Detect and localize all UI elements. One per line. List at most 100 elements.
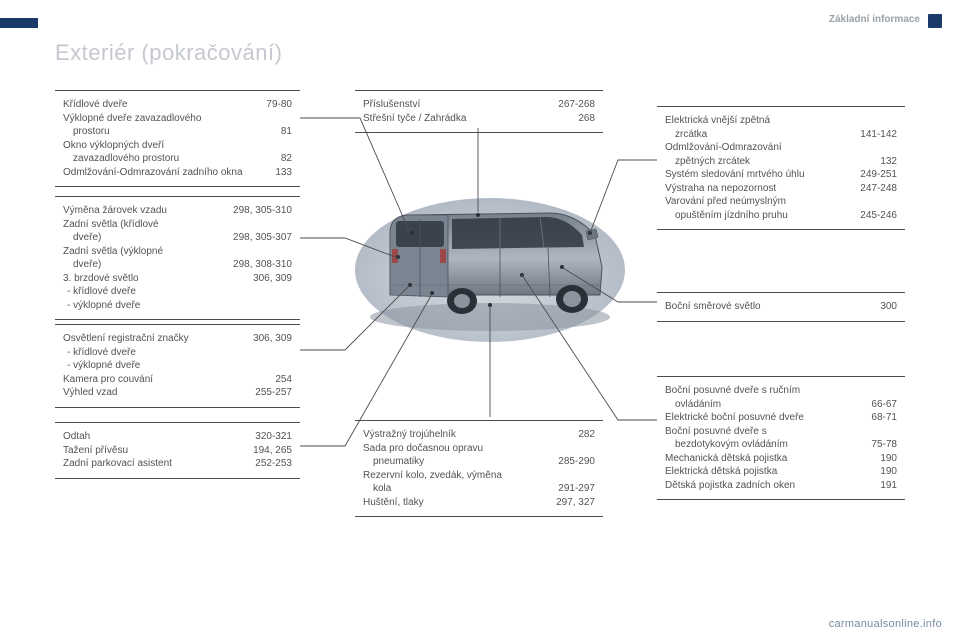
info-row: Odmlžování-Odmrazování zadního okna 133 bbox=[63, 166, 292, 180]
info-label: Boční posuvné dveře s ručním bbox=[665, 384, 897, 398]
info-label: Odmlžování-Odmrazování zadního okna bbox=[63, 166, 269, 180]
info-label: Dětská pojistka zadních oken bbox=[665, 479, 874, 493]
page-title: Exteriér (pokračování) bbox=[55, 40, 282, 66]
info-row: Zadní světla (křídlové bbox=[63, 218, 292, 232]
info-page-ref: 268 bbox=[578, 112, 595, 126]
info-label: Výstraha na nepozornost bbox=[665, 182, 854, 196]
info-page-ref: 298, 305-307 bbox=[233, 231, 292, 245]
info-label: opuštěním jízdního pruhu bbox=[665, 209, 854, 223]
info-page-ref: 81 bbox=[281, 125, 292, 139]
info-row: zavazadlového prostoru 82 bbox=[63, 152, 292, 166]
info-row: ovládáním66-67 bbox=[665, 398, 897, 412]
info-label: Zadní světla (výklopné bbox=[63, 245, 292, 259]
info-page-ref: 82 bbox=[281, 152, 292, 166]
info-label: Mechanická dětská pojistka bbox=[665, 452, 874, 466]
info-label: Elektrická dětská pojistka bbox=[665, 465, 874, 479]
info-row: kola291-297 bbox=[363, 482, 595, 496]
info-label: Odtah bbox=[63, 430, 249, 444]
info-row: pneumatiky285-290 bbox=[363, 455, 595, 469]
info-row: zpětných zrcátek 132 bbox=[665, 155, 897, 169]
info-label: křídlové dveře bbox=[63, 346, 292, 360]
page-marker bbox=[928, 14, 942, 28]
info-row: zrcátka141-142 bbox=[665, 128, 897, 142]
info-page-ref: 190 bbox=[880, 452, 897, 466]
info-label: křídlové dveře bbox=[63, 285, 292, 299]
info-label: 3. brzdové světlo bbox=[63, 272, 247, 286]
info-label: prostoru bbox=[63, 125, 275, 139]
box-plate-light: Osvětlení registrační značky 306, 309kříd… bbox=[55, 324, 300, 408]
info-row: Systém sledování mrtvého úhlu 249-251 bbox=[665, 168, 897, 182]
info-page-ref: 68-71 bbox=[871, 411, 897, 425]
info-page-ref: 191 bbox=[880, 479, 897, 493]
info-row: Rezervní kolo, zvedák, výměna bbox=[363, 469, 595, 483]
info-label: Zadní světla (křídlové bbox=[63, 218, 292, 232]
info-row: Tažení přívěsu194, 265 bbox=[63, 444, 292, 458]
vehicle-illustration bbox=[350, 175, 630, 345]
info-label: Elektrická vnější zpětná bbox=[665, 114, 897, 128]
info-page-ref: 79-80 bbox=[266, 98, 292, 112]
info-row: Boční posuvné dveře s bbox=[665, 425, 897, 439]
info-label: zrcátka bbox=[665, 128, 854, 142]
info-row: křídlové dveře bbox=[63, 346, 292, 360]
info-row: Výměna žárovek vzadu 298, 305-310 bbox=[63, 204, 292, 218]
box-rear-doors: Křídlové dveře79-80Výklopné dveře zavaza… bbox=[55, 90, 300, 187]
info-page-ref: 133 bbox=[275, 166, 292, 180]
info-row: Varování před neúmyslným bbox=[665, 195, 897, 209]
info-page-ref: 298, 308-310 bbox=[233, 258, 292, 272]
info-row: Okno výklopných dveří bbox=[63, 139, 292, 153]
info-page-ref: 249-251 bbox=[860, 168, 897, 182]
info-page-ref: 254 bbox=[275, 373, 292, 387]
info-label: Boční posuvné dveře s bbox=[665, 425, 897, 439]
info-row: Sada pro dočasnou opravu bbox=[363, 442, 595, 456]
info-label: Huštění, tlaky bbox=[363, 496, 550, 510]
info-page-ref: 285-290 bbox=[558, 455, 595, 469]
info-row: Střešní tyče / Zahrádka 268 bbox=[363, 112, 595, 126]
info-label: výklopné dveře bbox=[63, 299, 292, 313]
info-row: opuštěním jízdního pruhu 245-246 bbox=[665, 209, 897, 223]
info-row: dveře) 298, 308-310 bbox=[63, 258, 292, 272]
info-row: Boční posuvné dveře s ručním bbox=[665, 384, 897, 398]
info-page-ref: 298, 305-310 bbox=[233, 204, 292, 218]
info-label: Kamera pro couvání bbox=[63, 373, 269, 387]
info-row: Mechanická dětská pojistka 190 bbox=[665, 452, 897, 466]
info-label: zpětných zrcátek bbox=[665, 155, 874, 169]
box-wheel-kit: Výstražný trojúhelník282Sada pro dočasno… bbox=[355, 420, 603, 517]
info-page-ref: 252-253 bbox=[255, 457, 292, 471]
info-label: dveře) bbox=[63, 258, 227, 272]
info-row: Osvětlení registrační značky 306, 309 bbox=[63, 332, 292, 346]
info-page-ref: 245-246 bbox=[860, 209, 897, 223]
info-label: Systém sledování mrtvého úhlu bbox=[665, 168, 854, 182]
info-label: Střešní tyče / Zahrádka bbox=[363, 112, 572, 126]
info-page-ref: 306, 309 bbox=[253, 272, 292, 286]
info-page-ref: 132 bbox=[880, 155, 897, 169]
info-page-ref: 194, 265 bbox=[253, 444, 292, 458]
info-label: dveře) bbox=[63, 231, 227, 245]
info-row: 3. brzdové světlo 306, 309 bbox=[63, 272, 292, 286]
info-label: Boční směrové světlo bbox=[665, 300, 874, 314]
info-label: Varování před neúmyslným bbox=[665, 195, 897, 209]
info-row: bezdotykovým ovládáním75-78 bbox=[665, 438, 897, 452]
info-row: Kamera pro couvání 254 bbox=[63, 373, 292, 387]
info-row: Elektrická vnější zpětná bbox=[665, 114, 897, 128]
info-label: Výměna žárovek vzadu bbox=[63, 204, 227, 218]
info-label: Výklopné dveře zavazadlového bbox=[63, 112, 292, 126]
info-page-ref: 320-321 bbox=[255, 430, 292, 444]
box-rear-bulbs: Výměna žárovek vzadu298, 305-310Zadní sv… bbox=[55, 196, 300, 320]
info-label: Osvětlení registrační značky bbox=[63, 332, 247, 346]
info-label: ovládáním bbox=[665, 398, 865, 412]
info-row: Odmlžování-Odmrazování bbox=[665, 141, 897, 155]
info-row: Výstražný trojúhelník282 bbox=[363, 428, 595, 442]
box-towing: Odtah320-321Tažení přívěsu194, 265Zadní … bbox=[55, 422, 300, 479]
info-label: Elektrické boční posuvné dveře bbox=[665, 411, 865, 425]
info-label: Odmlžování-Odmrazování bbox=[665, 141, 897, 155]
info-row: Dětská pojistka zadních oken 191 bbox=[665, 479, 897, 493]
info-label: výklopné dveře bbox=[63, 359, 292, 373]
info-row: výklopné dveře bbox=[63, 359, 292, 373]
header-accent-bar bbox=[0, 18, 38, 28]
info-label: Sada pro dočasnou opravu bbox=[363, 442, 595, 456]
info-page-ref: 306, 309 bbox=[253, 332, 292, 346]
info-label: Okno výklopných dveří bbox=[63, 139, 292, 153]
info-label: zavazadlového prostoru bbox=[63, 152, 275, 166]
info-label: Příslušenství bbox=[363, 98, 552, 112]
info-label: bezdotykovým ovládáním bbox=[665, 438, 865, 452]
